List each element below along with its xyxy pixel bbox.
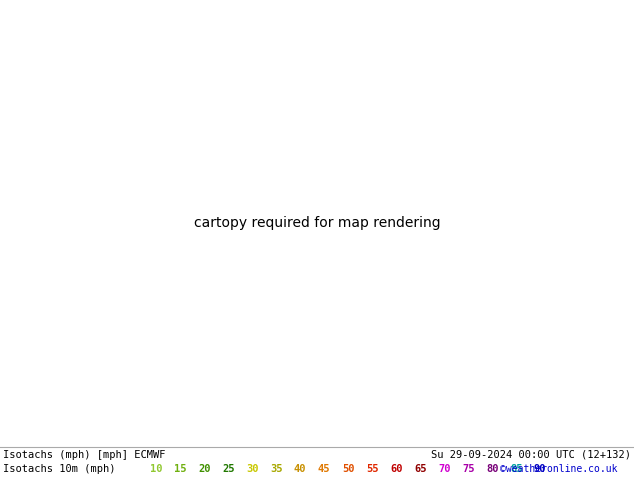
- Text: 45: 45: [318, 464, 330, 474]
- Text: ©weatheronline.co.uk: ©weatheronline.co.uk: [500, 464, 618, 474]
- Text: 70: 70: [438, 464, 451, 474]
- Text: 35: 35: [270, 464, 283, 474]
- Text: 65: 65: [414, 464, 427, 474]
- Text: 25: 25: [222, 464, 235, 474]
- Text: 40: 40: [294, 464, 306, 474]
- Text: Isotachs (mph) [mph] ECMWF: Isotachs (mph) [mph] ECMWF: [3, 450, 165, 460]
- Text: 55: 55: [366, 464, 378, 474]
- Text: 20: 20: [198, 464, 210, 474]
- Text: 50: 50: [342, 464, 354, 474]
- Text: Su 29-09-2024 00:00 UTC (12+132): Su 29-09-2024 00:00 UTC (12+132): [431, 450, 631, 460]
- Text: cartopy required for map rendering: cartopy required for map rendering: [194, 216, 440, 230]
- Text: 60: 60: [390, 464, 403, 474]
- Text: 15: 15: [174, 464, 186, 474]
- Text: 85: 85: [510, 464, 522, 474]
- Text: Isotachs 10m (mph): Isotachs 10m (mph): [3, 464, 115, 474]
- Text: 75: 75: [462, 464, 474, 474]
- Text: 30: 30: [246, 464, 259, 474]
- Text: 10: 10: [150, 464, 162, 474]
- Text: 80: 80: [486, 464, 498, 474]
- Text: 90: 90: [534, 464, 547, 474]
